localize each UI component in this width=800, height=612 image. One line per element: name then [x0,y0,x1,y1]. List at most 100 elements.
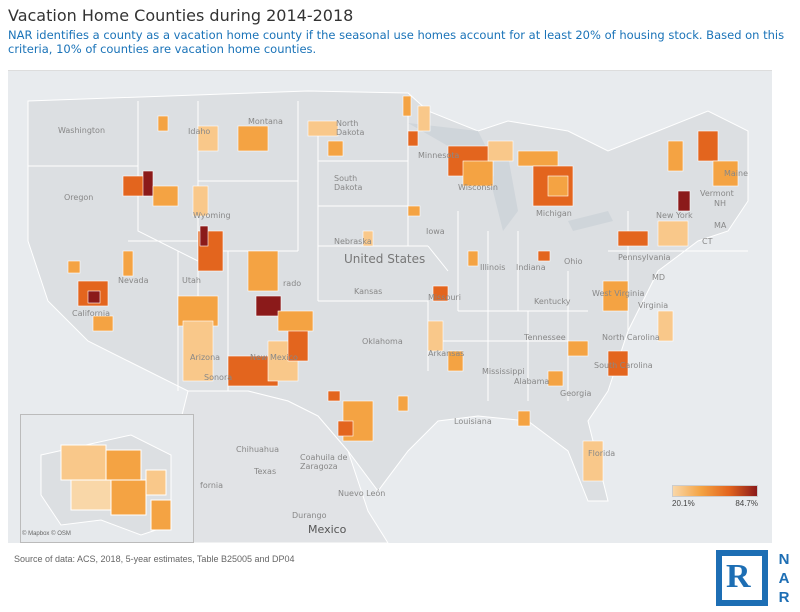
state-label-michigan: Michigan [536,209,572,218]
map-canvas [27,90,749,543]
state-label-colorado: rado [283,279,302,288]
county [199,225,209,247]
state-label-idaho: Idaho [188,127,211,136]
state-label-new-mexico: New Mexico [250,353,298,362]
county [60,444,107,481]
color-legend: 20.1% 84.7% [672,485,762,508]
chart-subtitle: NAR identifies a county as a vacation ho… [8,28,785,56]
state-label-nebraska: Nebraska [334,237,372,246]
state-label-wyoming: Wyoming [193,211,231,220]
state-label-maine: Maine [724,169,749,178]
state-label-oklahoma: Oklahoma [362,337,403,346]
county [197,125,219,152]
county [150,499,172,531]
chart-title: Vacation Home Counties during 2014-2018 [8,6,354,25]
us-map[interactable]: Washington Oregon California Nevada Wyom… [8,70,772,543]
county [657,310,674,342]
state-label-nevada: Nevada [118,276,149,285]
country-label-united-states: United States [344,252,426,266]
nar-logo-text: N A R [774,550,794,607]
county [447,350,464,372]
county [547,370,564,387]
county [122,250,134,277]
state-label-ohio: Ohio [564,257,583,266]
county [677,190,691,212]
county [337,420,354,437]
county [402,95,412,117]
state-label-virginia: Virginia [638,301,669,310]
county [145,469,167,496]
county [467,250,479,267]
mexico-label-chihuahua: Chihuahua [236,445,279,454]
alaska-inset [20,414,194,543]
state-label-north-carolina: North Carolina [602,333,660,342]
nar-logo-mark: R [716,550,768,606]
nar-logo-r: R [778,589,790,606]
county [277,310,314,332]
county [712,160,739,187]
state-label-arizona: Arizona [190,353,221,362]
county [617,230,649,247]
county [110,479,147,516]
county [67,260,81,274]
state-label-iowa: Iowa [426,227,445,236]
county [157,115,169,132]
state-label-kentucky: Kentucky [534,297,571,306]
county [417,105,431,132]
legend-min: 20.1% [672,499,695,508]
mexico-label-nuevo-leon: Nuevo León [338,489,386,498]
county [192,185,209,217]
state-label-utah: Utah [182,276,201,285]
great-lakes [408,123,613,231]
source-note: Source of data: ACS, 2018, 5-year estima… [14,554,295,564]
county [407,130,419,147]
county [602,280,629,312]
alaska-map [40,434,172,536]
state-label-mississippi: Mississippi [482,367,525,376]
county [327,140,344,157]
state-label-texas: Texas [254,467,277,476]
state-label-louisiana: Louisiana [454,417,492,426]
county [92,315,114,332]
state-label-oregon: Oregon [64,193,94,202]
county [237,125,269,152]
state-label-arkansas: Arkansas [428,349,465,358]
county [657,220,689,247]
nar-logo: R N A R [716,550,796,608]
nar-logo-a: A [778,570,790,587]
county [182,320,214,382]
county [87,290,101,304]
county [582,440,604,482]
county [487,140,514,162]
state-label-georgia: Georgia [560,389,592,398]
state-label-north-dakota: North Dakota [336,119,365,137]
county [397,395,409,412]
state-label-ma: MA [714,221,727,230]
state-label-montana: Montana [248,117,283,126]
legend-gradient [672,485,758,497]
county [327,390,341,402]
county [105,449,142,481]
state-label-tennessee: Tennessee [524,333,566,342]
state-label-md: MD [652,273,666,282]
state-label-west-virginia: West Virginia [592,289,645,298]
county [407,205,421,217]
state-label-kansas: Kansas [354,287,383,296]
mexico-label-sonora: Sonora [204,373,233,382]
map-credit: © Mapbox © OSM [22,531,71,537]
state-label-illinois: Illinois [480,263,506,272]
county [537,250,551,262]
state-label-indiana: Indiana [516,263,546,272]
state-label-wisconsin: Wisconsin [458,183,498,192]
nar-logo-letter: R [726,558,751,595]
county [462,160,494,187]
county [70,479,112,511]
county [547,175,569,197]
county [427,320,444,352]
state-label-ct: CT [702,237,713,246]
legend-max: 84.7% [735,499,758,508]
mexico-label-coahuila: Coahuila de Zaragoza [300,453,348,471]
state-label-alabama: Alabama [514,377,550,386]
mexico-label-durango: Durango [292,511,327,520]
county [152,185,179,207]
